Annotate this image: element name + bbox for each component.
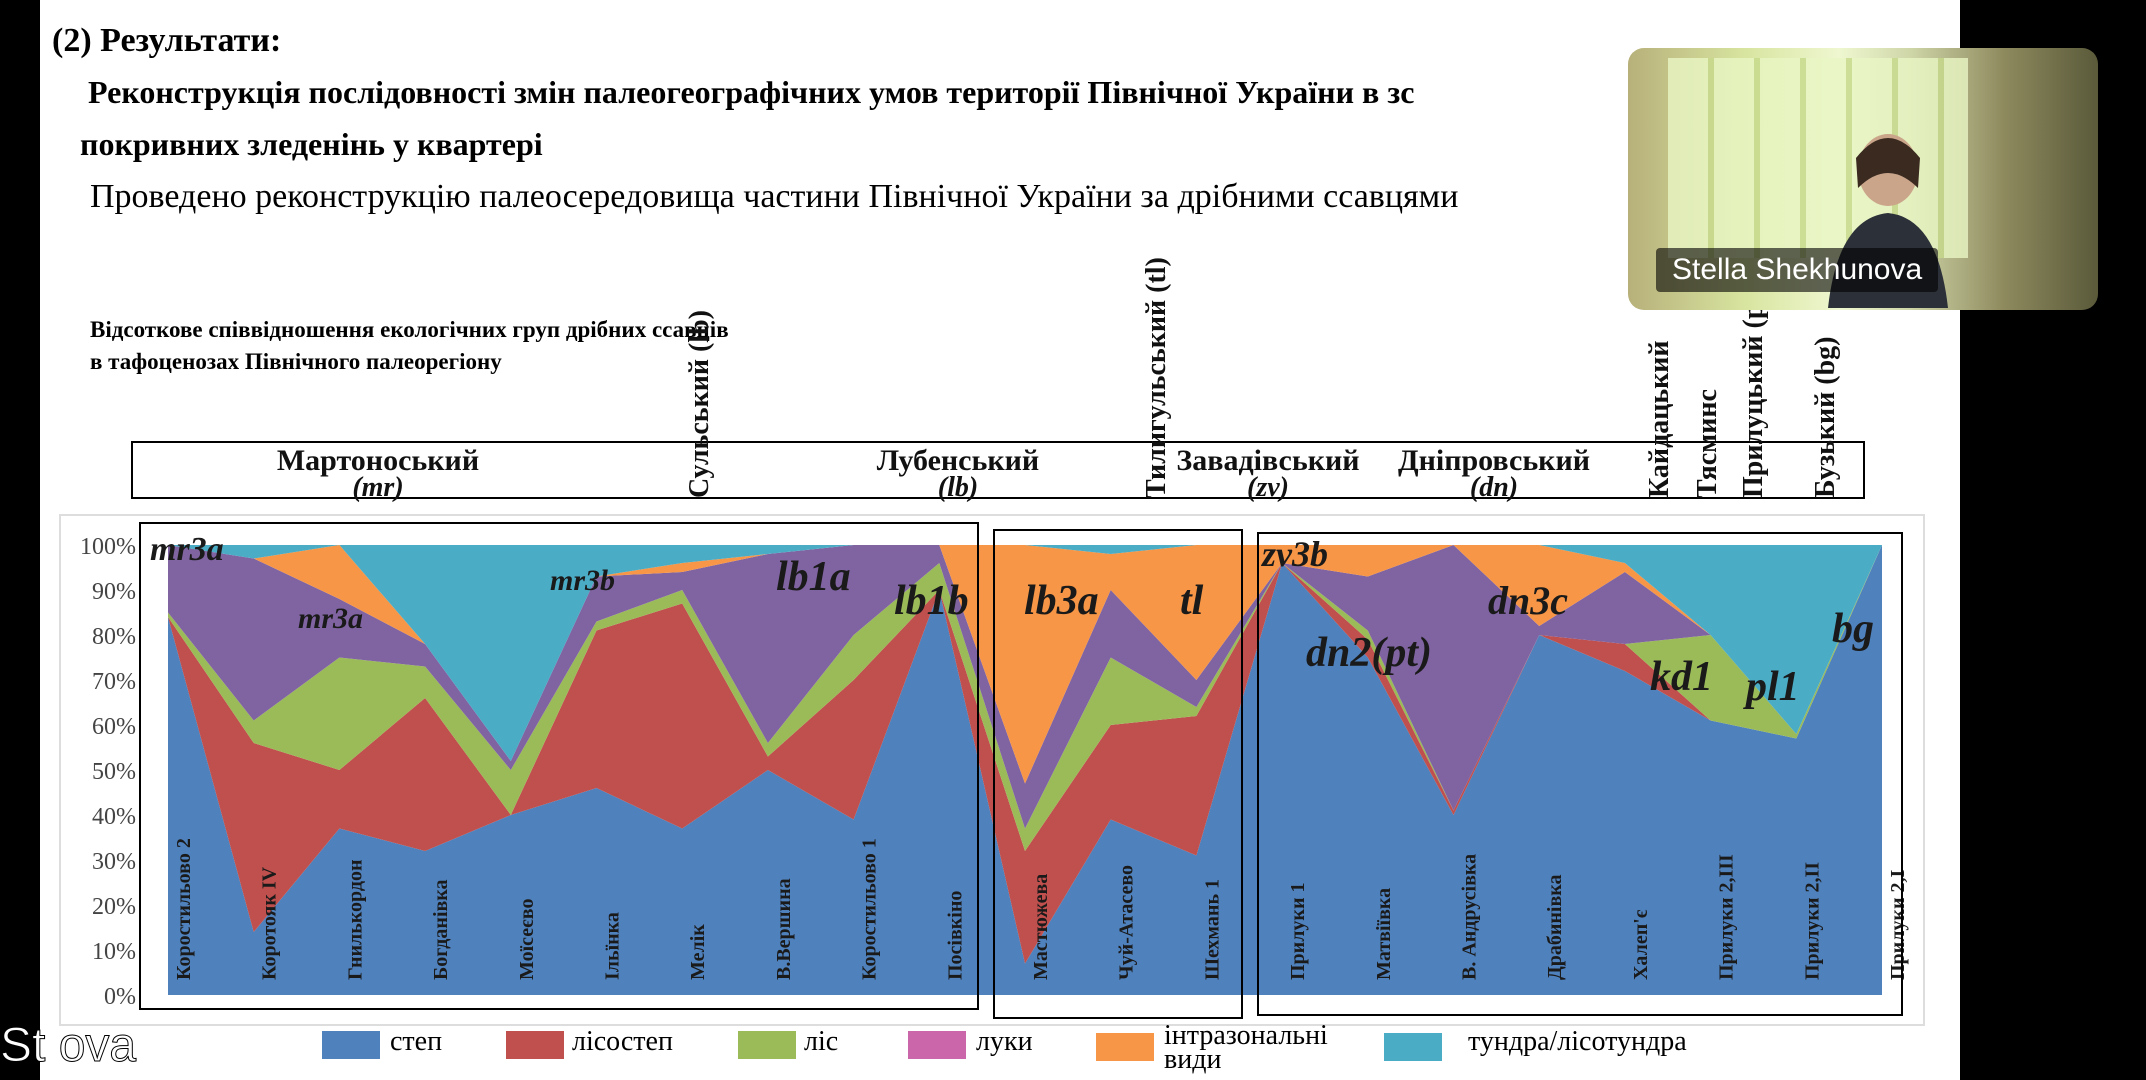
site-label: Коростильово 1 [859, 838, 881, 980]
y-tick-label: 50% [92, 759, 136, 785]
slide-heading-line1: Реконструкція послідовності змін палеоге… [88, 74, 1415, 110]
legend-swatch-intrazonal [1096, 1033, 1154, 1061]
stage-code-label: (mr) [352, 472, 403, 503]
legend-label-lis: ліс [804, 1026, 839, 1057]
chart-title: Відсоткове співвідношення екологічних гр… [90, 314, 729, 378]
site-label: Прилуки 2,III [1716, 854, 1738, 980]
stage-band [131, 441, 1865, 499]
site-label: Мелік [687, 924, 709, 980]
site-label: Чуй-Атасево [1116, 865, 1138, 980]
stage-annotation: mr3a [298, 602, 363, 635]
site-label: Драбинівка [1544, 874, 1566, 980]
legend-swatch-lis [738, 1031, 796, 1059]
site-label: Гнилькордон [344, 859, 366, 980]
participant-video-tile[interactable]: Stella Shekhunova [1628, 48, 2098, 310]
site-label: Коротояк IV [259, 866, 281, 980]
stage-annotation: tl [1180, 578, 1204, 624]
stage-annotation: bg [1832, 606, 1874, 652]
site-label: Посівкіно [944, 891, 966, 980]
stage-label: Лубенський [877, 444, 1039, 477]
chart-title-line2: в тафоценозах Північного палеорегіону [90, 349, 502, 374]
stage-annotation: lb1b [894, 578, 969, 624]
plot-frame [59, 514, 1925, 1026]
y-tick-label: 20% [92, 894, 136, 920]
site-label: В. Андрусівка [1459, 854, 1481, 980]
stage-annotation: kd1 [1650, 654, 1713, 700]
area-series-intrazonal [168, 545, 1882, 784]
stage-label: Прилуцький (pl) [1738, 286, 1769, 498]
stage-annotation: lb1a [776, 554, 851, 600]
site-label: Коростильово 2 [173, 838, 195, 980]
site-label: Мастюжева [1030, 874, 1052, 980]
legend-swatch-luky [908, 1031, 966, 1059]
group-box-3 [1257, 532, 1903, 1016]
y-tick-label: 10% [92, 939, 136, 965]
y-tick-label: 60% [92, 714, 136, 740]
stage-label: Дніпровський [1398, 444, 1590, 477]
area-series-step [168, 545, 1882, 995]
stage-label: Завадівський [1176, 444, 1359, 477]
site-label: Прилуки 1 [1287, 883, 1309, 980]
area-series-tundra [168, 545, 1882, 761]
site-label: В.Вершина [773, 878, 795, 980]
stage-label: Мартоноський [277, 444, 479, 477]
legend-swatch-tundra [1384, 1033, 1442, 1061]
y-tick-label: 30% [92, 849, 136, 875]
stage-annotation: lb3a [1024, 578, 1099, 624]
stage-label: Кайдацький [1644, 340, 1675, 498]
stage-annotation: mr3b [550, 564, 615, 597]
y-tick-label: 80% [92, 624, 136, 650]
stage-label: Бузький (bg) [1810, 337, 1841, 499]
group-box-2 [993, 529, 1243, 1019]
stage-annotation: mr3a [150, 531, 224, 568]
site-label: Моїсеєво [516, 899, 538, 980]
slide-subheading: Проведено реконструкцію палеосередовища … [90, 178, 1459, 215]
site-label: Богданівка [430, 879, 452, 980]
site-label: Прилуки 2,II [1801, 862, 1823, 980]
y-tick-label: 100% [80, 534, 136, 560]
stage-annotation: zv3b [1260, 534, 1328, 574]
y-tick-label: 70% [92, 669, 136, 695]
slide-heading-line2: покривних зледенінь у квартері [80, 126, 543, 162]
chart-title-line1: Відсоткове співвідношення екологічних гр… [90, 317, 729, 342]
site-label: Прилуки 2,I [1887, 870, 1909, 980]
stage-code-label: (lb) [938, 472, 978, 503]
legend-label-tundra: тундра/лісотундра [1468, 1026, 1687, 1057]
y-tick-label: 0% [104, 984, 136, 1010]
stage-annotation: dn3c [1488, 578, 1568, 623]
stage-label: Тясминс [1692, 389, 1723, 498]
legend-label-luky: луки [976, 1026, 1033, 1057]
site-label: Ільїнка [602, 912, 624, 980]
participant-name-label: Stella Shekhunova [1656, 248, 1939, 292]
area-series-lisostep [168, 545, 1882, 964]
stage-annotation: pl1 [1743, 664, 1800, 710]
left-dark-margin [0, 0, 40, 1080]
legend-label-step: степ [390, 1026, 443, 1057]
area-series-luky [168, 545, 1882, 829]
legend-swatch-step [322, 1031, 380, 1059]
stage-annotation: dn2(pt) [1306, 630, 1432, 676]
stage-code-label: (zv) [1247, 472, 1289, 503]
speaker-name-overlay: St ova [0, 1019, 137, 1073]
site-label: Шехмань 1 [1201, 879, 1223, 980]
y-tick-label: 40% [92, 804, 136, 830]
site-label: Халеп'є [1630, 909, 1652, 980]
y-tick-label: 90% [92, 579, 136, 605]
legend-label-lisostep: лісостеп [572, 1026, 673, 1057]
stage-code-label: (dn) [1470, 472, 1518, 503]
site-label: Матвіївка [1373, 888, 1395, 980]
legend-label-intrazonal: інтразональні види [1164, 1020, 1328, 1075]
group-box-1 [139, 522, 979, 1010]
area-series-lis [168, 545, 1882, 851]
legend-swatch-lisostep [506, 1031, 564, 1059]
stage-label: Тилигульський (tl) [1141, 257, 1172, 498]
section-title: (2) Результати: [52, 22, 282, 59]
